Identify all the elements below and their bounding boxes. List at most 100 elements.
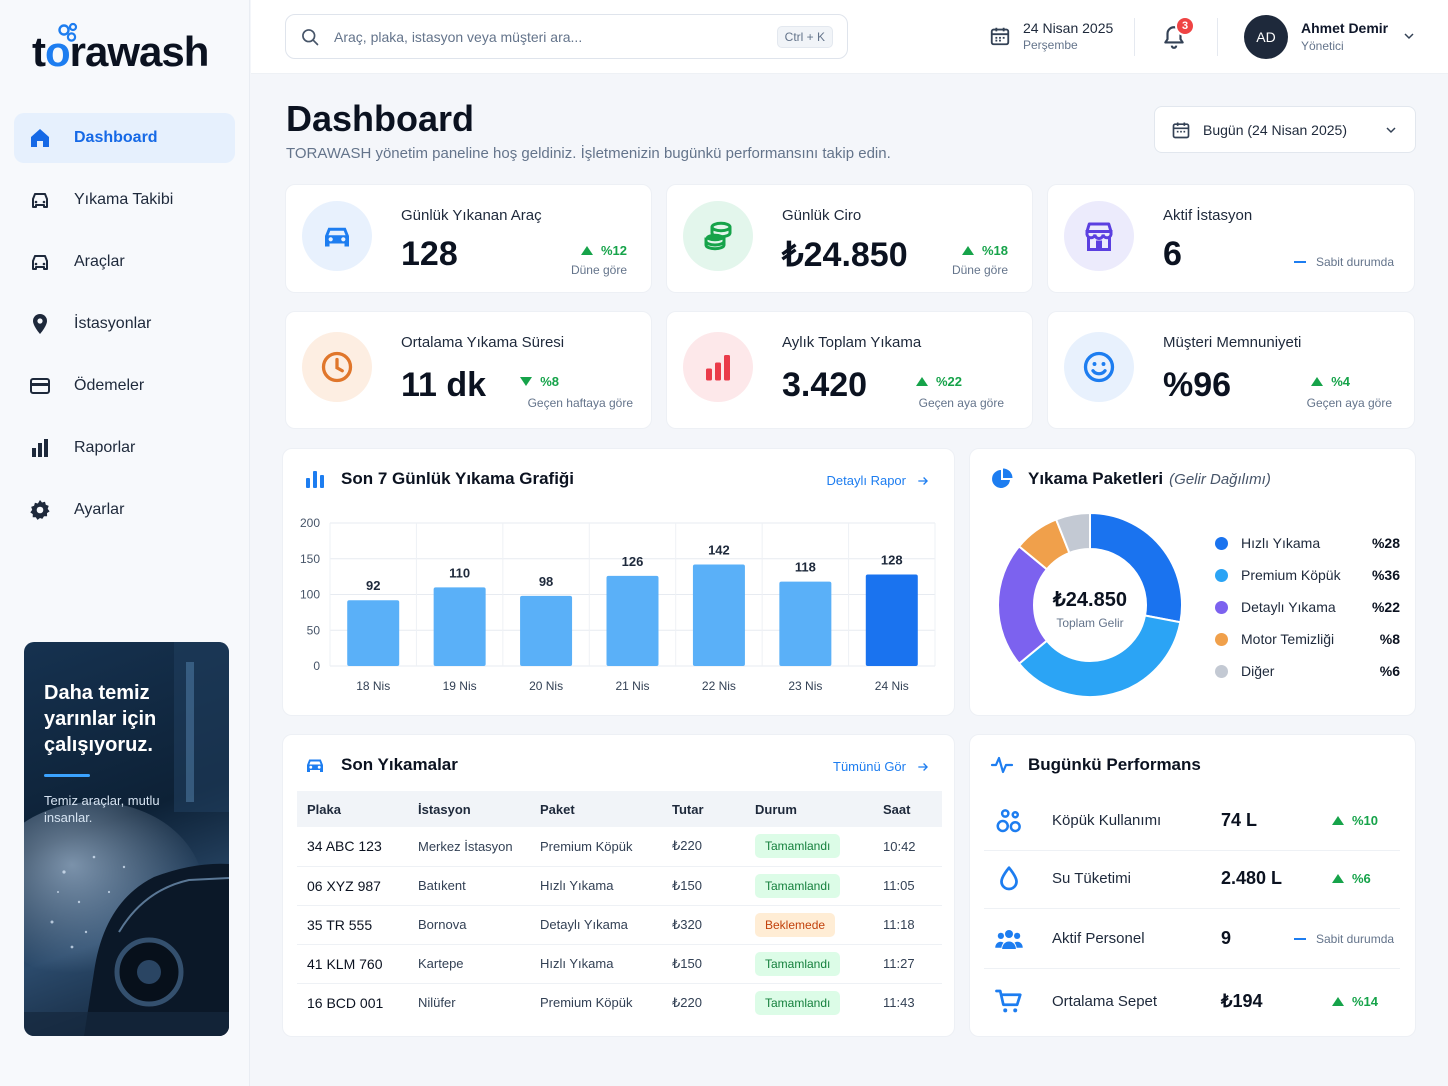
kpi-value: %96 (1163, 366, 1232, 404)
detailed-report-link[interactable]: Detaylı Rapor (827, 473, 930, 488)
weekly-chart-card: Son 7 Günlük Yıkama Grafiği Detaylı Rapo… (282, 448, 955, 716)
home-icon (31, 129, 49, 147)
date-filter-value: Bugün (24 Nisan 2025) (1203, 121, 1347, 138)
legend-item: Detaylı Yıkama %22 (1215, 591, 1400, 623)
legend-swatch (1215, 664, 1228, 678)
arrow-right-icon (918, 476, 928, 485)
kpi-card-daily-revenue[interactable]: Günlük Ciro ₺24.850 %18 Düne göre (666, 184, 1033, 293)
bar (779, 581, 832, 666)
date-filter-select[interactable]: Bugün (24 Nisan 2025) (1154, 106, 1416, 153)
trend-up-icon (580, 246, 593, 255)
donut-slice (1089, 511, 1183, 624)
performance-value: ₺194 (1221, 990, 1263, 1011)
kpi-value: 6 (1163, 235, 1182, 273)
current-date-text: 24 Nisan 2025 (1023, 20, 1114, 36)
kpi-value: 11 dk (401, 366, 487, 404)
y-tick-label: 200 (300, 516, 320, 530)
kpi-card-avg-wash-time[interactable]: Ortalama Yıkama Süresi 11 dk %8 Geçen ha… (285, 311, 652, 429)
trend-flat-icon (1293, 261, 1306, 263)
see-all-link[interactable]: Tümünü Gör (833, 759, 930, 774)
weekly-bar-chart: 0 50 100 150 200 92 18 Nis 110 19 Nis 98 20 Nis 126… (300, 516, 936, 693)
location-pin-icon (33, 314, 47, 334)
search-box[interactable]: Ctrl + K (285, 14, 848, 59)
amount-cell: ₺220 (662, 827, 745, 867)
kpi-card-monthly-washes[interactable]: Aylık Toplam Yıkama 3.420 %22 Geçen aya … (666, 311, 1033, 429)
x-tick-label: 22 Nis (702, 679, 736, 693)
time-cell: 11:05 (873, 866, 942, 906)
kpi-card-active-stations[interactable]: Aktif İstasyon 6 Sabit durumda (1047, 184, 1415, 293)
performance-label: Köpük Kullanımı (1052, 812, 1162, 829)
legend-label: Motor Temizliği (1241, 631, 1335, 647)
legend-percent: %28 (1371, 535, 1400, 551)
avatar[interactable]: AD (1244, 15, 1288, 59)
kpi-icon-bg (302, 201, 372, 271)
kpi-compare: Düne göre (951, 263, 1008, 277)
user-role: Yönetici (1301, 39, 1344, 53)
column-header[interactable]: Paket (530, 791, 662, 827)
column-header[interactable]: Saat (873, 791, 942, 827)
column-header[interactable]: İstasyon (408, 791, 530, 827)
plate-cell: 34 ABC 123 (297, 827, 408, 867)
x-tick-label: 20 Nis (529, 679, 563, 693)
kpi-card-daily-washes[interactable]: Günlük Yıkanan Araç 128 %12 Düne göre (285, 184, 652, 293)
current-weekday: Perşembe (1023, 38, 1078, 52)
x-tick-label: 24 Nis (875, 679, 909, 693)
bar-value-label: 128 (881, 552, 903, 567)
kpi-value: ₺24.850 (782, 236, 908, 274)
trend-up-icon (1332, 816, 1344, 825)
sidebar-item-dashboard[interactable]: Dashboard (14, 113, 235, 163)
chevron-down-icon[interactable] (1401, 28, 1417, 44)
column-header[interactable]: Durum (745, 791, 873, 827)
table-row[interactable]: 34 ABC 123 Merkez İstasyon Premium Köpük… (297, 827, 942, 867)
status-cell: Tamamlandı (745, 866, 873, 906)
kpi-icon-bg (1064, 332, 1134, 402)
sidebar-item-wash-tracking[interactable]: Yıkama Takibi (14, 175, 235, 225)
package-cell: Premium Köpük (530, 827, 662, 867)
topbar: Ctrl + K 24 Nisan 2025 Perşembe 3 AD Ahm… (251, 0, 1448, 74)
table-row[interactable]: 41 KLM 760 Kartepe Hızlı Yıkama ₺150 Tam… (297, 944, 942, 984)
station-cell: Merkez İstasyon (408, 827, 530, 867)
sidebar-item-vehicles[interactable]: Araçlar (14, 237, 235, 287)
sidebar-item-reports[interactable]: Raporlar (14, 423, 235, 473)
search-icon (302, 28, 319, 45)
kpi-label: Aktif İstasyon (1163, 207, 1253, 224)
sidebar-item-stations[interactable]: İstasyonlar (14, 299, 235, 349)
station-cell: Bornova (408, 905, 530, 945)
kpi-compare: Geçen aya göre (918, 396, 1004, 410)
kpi-icon-bg (683, 201, 753, 271)
sidebar-item-payments[interactable]: Ödemeler (14, 361, 235, 411)
performance-row: Aktif Personel 9 Sabit durumda (984, 909, 1400, 969)
column-header[interactable]: Plaka (297, 791, 408, 827)
brand-logo[interactable]: torawash (32, 28, 209, 75)
station-cell: Batıkent (408, 866, 530, 906)
column-header[interactable]: Tutar (662, 791, 745, 827)
status-badge: Tamamlandı (755, 834, 841, 859)
status-badge: Tamamlandı (755, 873, 841, 898)
kpi-card-customer-satisfaction[interactable]: Müşteri Memnuniyeti %96 %4 Geçen aya gör… (1047, 311, 1415, 429)
table-row[interactable]: 06 XYZ 987 Batıkent Hızlı Yıkama ₺150 Ta… (297, 866, 942, 906)
table-row[interactable]: 16 BCD 001 Nilüfer Premium Köpük ₺220 Ta… (297, 983, 942, 1022)
kpi-compare: Düne göre (570, 263, 627, 277)
sidebar-item-label: Araçlar (74, 253, 125, 270)
kpi-compare: Sabit durumda (1293, 255, 1394, 269)
performance-change: %10 (1332, 813, 1378, 828)
time-cell: 11:43 (883, 995, 915, 1011)
kpi-label: Ortalama Yıkama Süresi (401, 334, 565, 351)
user-menu[interactable]: Ahmet Demir Yönetici (1301, 20, 1388, 53)
packages-subtitle: (Gelir Dağılımı) (1169, 470, 1271, 488)
weekly-chart-title: Son 7 Günlük Yıkama Grafiği (341, 469, 575, 488)
divider (1217, 18, 1218, 56)
bar-value-label: 142 (708, 542, 730, 557)
sidebar-item-settings[interactable]: Ayarlar (14, 485, 235, 535)
kpi-value: 3.420 (782, 366, 868, 404)
sidebar-item-label: Dashboard (74, 129, 158, 146)
bar (606, 575, 659, 666)
card-header: Son Yıkamalar (303, 753, 458, 777)
search-input[interactable] (334, 28, 777, 45)
table-row[interactable]: 35 TR 555 Bornova Detaylı Yıkama ₺320 Be… (297, 905, 942, 945)
arrow-right-icon (918, 762, 928, 771)
bubbles-icon (58, 22, 78, 42)
legend-percent: %22 (1371, 599, 1400, 615)
trend-up-icon (961, 246, 974, 255)
trend-up-icon (1311, 377, 1324, 386)
